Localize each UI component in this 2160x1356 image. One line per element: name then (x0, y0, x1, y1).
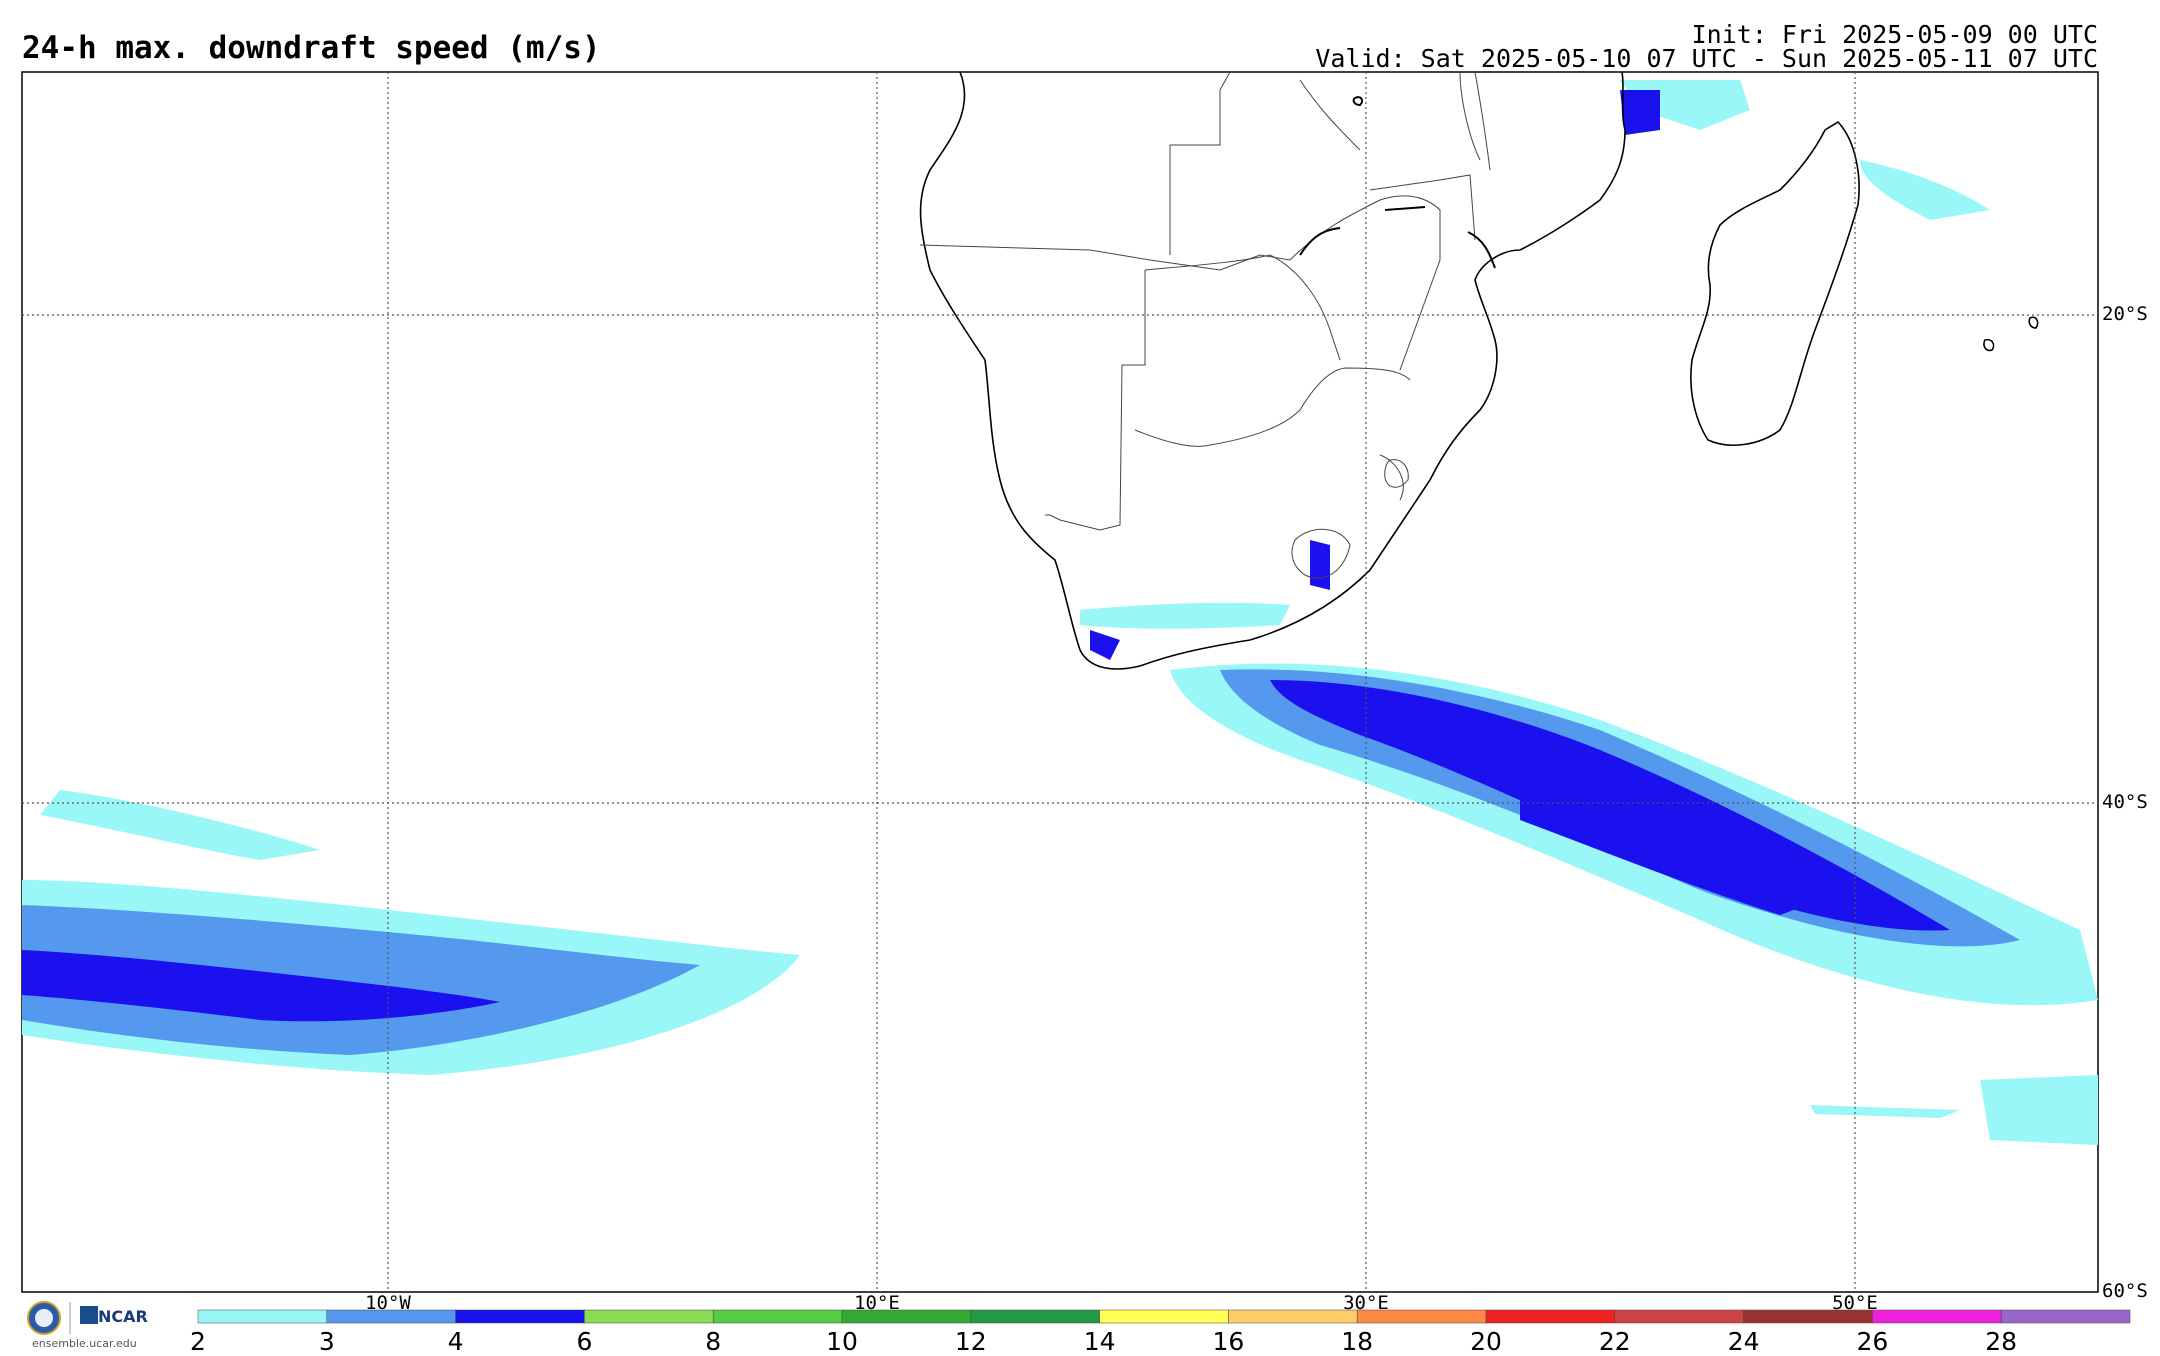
colorbar-tick-label: 6 (576, 1327, 593, 1356)
mauritius-island (2028, 316, 2039, 329)
init-time: Init: Fri 2025-05-09 00 UTC (1691, 20, 2098, 49)
colorbar-swatch (1228, 1309, 1358, 1324)
lat-label-20s: 20°S (2102, 303, 2148, 325)
map-title: 24-h max. downdraft speed (m/s) (22, 30, 601, 66)
coastlines (919, 71, 2039, 670)
reunion-island (1983, 338, 1995, 352)
ensemble-url: ensemble.ucar.edu (32, 1337, 137, 1350)
colorbar-tick-label: 4 (447, 1327, 464, 1356)
west-band-mid (22, 905, 700, 1055)
colorbar-swatch (1099, 1309, 1229, 1324)
lon-label-30e: 30°E (1343, 1292, 1389, 1314)
colorbar-swatch (197, 1309, 328, 1324)
africa-coastline (919, 71, 1626, 670)
colorbar-swatch (455, 1309, 585, 1324)
graticule (22, 72, 2098, 1292)
colorbar-swatch (584, 1309, 714, 1324)
lakes (1299, 96, 1496, 269)
country-borders (919, 71, 1491, 579)
colorbar-swatch (1485, 1309, 1616, 1324)
lon-label-10w: 10°W (365, 1292, 411, 1314)
lat-label-40s: 40°S (2102, 791, 2148, 813)
lat-label-60s: 60°S (2102, 1280, 2148, 1302)
colorbar-tick-label: 16 (1212, 1327, 1245, 1356)
colorbar-swatch (2000, 1309, 2131, 1324)
colorbar-tick-label: 2 (190, 1327, 206, 1356)
colorbar-swatch (970, 1309, 1100, 1324)
lon-label-50e: 50°E (1832, 1292, 1878, 1314)
lon-label-10e: 10°E (854, 1292, 900, 1314)
colorbar-swatch (1614, 1309, 1744, 1324)
colorbar-tick-label: 24 (1727, 1327, 1760, 1356)
colorbar-swatch (712, 1309, 843, 1324)
downdraft-shading (22, 80, 2098, 1145)
madagascar-coastline (1690, 120, 1860, 446)
colorbar-tick-label: 18 (1341, 1327, 1374, 1356)
nsf-seal-icon (27, 1301, 61, 1335)
valid-time: Valid: Sat 2025-05-10 07 UTC - Sun 2025-… (1315, 44, 2098, 73)
colorbar-tick-label: 26 (1856, 1327, 1889, 1356)
logo-area (27, 1301, 98, 1335)
colorbar-swatch (1872, 1309, 2002, 1324)
colorbar-tick-label: 14 (1083, 1327, 1116, 1356)
colorbar-tick-label: 12 (954, 1327, 987, 1356)
west-band-dark (22, 950, 500, 1022)
map-frame (21, 71, 2099, 1293)
colorbar-tick-label: 20 (1470, 1327, 1502, 1356)
colorbar-tick-label: 8 (705, 1327, 722, 1356)
ncar-logo-text: NCAR (98, 1307, 148, 1326)
colorbar-tick-label: 28 (1985, 1327, 2018, 1356)
colorbar-tick-label: 22 (1598, 1327, 1631, 1356)
ncar-logo-icon (80, 1306, 98, 1324)
colorbar-tick-label: 10 (826, 1327, 858, 1356)
colorbar-tick-label: 3 (318, 1327, 335, 1356)
east-band-dark (1270, 680, 1950, 931)
colorbar (197, 1309, 2131, 1324)
